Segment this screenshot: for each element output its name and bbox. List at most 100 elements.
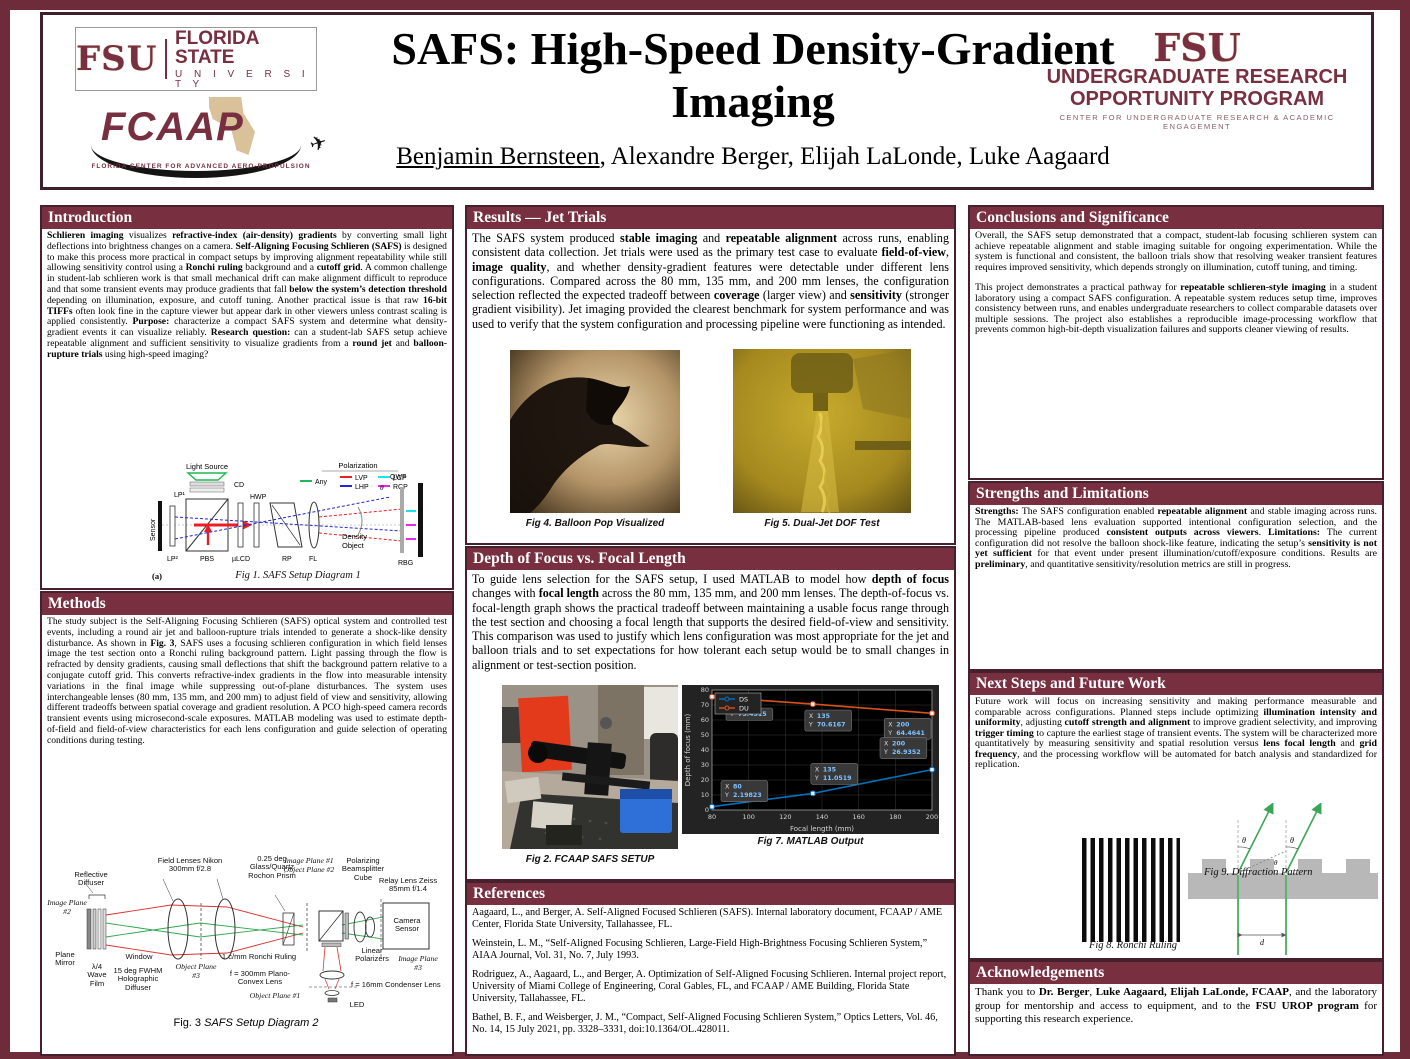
author-presenting: Benjamin Bernsteen bbox=[396, 143, 600, 170]
svg-text:θ: θ bbox=[380, 483, 384, 492]
figure-4: Fig 4. Balloon Pop Visualized bbox=[510, 350, 680, 530]
figure-1: Polarization Any LVP LCP LHP RCP Light S… bbox=[150, 459, 446, 581]
fig1-panel-letter: (a) bbox=[152, 571, 162, 581]
svg-text:40: 40 bbox=[701, 746, 709, 754]
section-depth-of-focus: Depth of Focus vs. Focal Length To guide… bbox=[465, 546, 956, 881]
svg-text:µLCD: µLCD bbox=[232, 556, 250, 563]
fig3-label-wave-film: λ/4 Wave Film bbox=[87, 962, 107, 988]
urop-line1: UNDERGRADUATE RESEARCH bbox=[1046, 66, 1348, 88]
figure-2: Fig 2. FCAAP SAFS SETUP bbox=[502, 685, 678, 867]
svg-text:Sensor: Sensor bbox=[150, 518, 157, 541]
svg-text:Depth of focus (mm): Depth of focus (mm) bbox=[684, 713, 692, 786]
svg-text:20: 20 bbox=[701, 776, 709, 784]
header: FSU FLORIDA STATE U N I V E R S I T Y FC… bbox=[40, 12, 1374, 190]
fig3-label-beamsplitter: Polarizing Beamsplitter Cube bbox=[341, 856, 385, 882]
dual-jet-image bbox=[733, 349, 911, 514]
svg-text:Y: Y bbox=[883, 749, 888, 756]
fig7-caption: Fig 7. MATLAB Output bbox=[757, 836, 864, 847]
section-title-strengths: Strengths and Limitations bbox=[970, 483, 1382, 505]
reference-item: Aagaard, L., and Berger, A. Self-Aligned… bbox=[472, 907, 943, 930]
svg-text:LP²: LP² bbox=[167, 556, 179, 563]
svg-text:Any: Any bbox=[315, 479, 328, 486]
fig1-caption: Fig 1. SAFS Setup Diagram 1 bbox=[235, 570, 361, 581]
fig3-label-linear-polarizers: Linear Polarizers bbox=[355, 946, 389, 964]
svg-text:70.6167: 70.6167 bbox=[817, 722, 846, 729]
svg-text:LP¹: LP¹ bbox=[174, 492, 186, 499]
fig3-label-ronchi: 1 c/mm Ronchi Ruling bbox=[221, 952, 297, 961]
svg-text:64.4641: 64.4641 bbox=[896, 730, 925, 737]
svg-text:50: 50 bbox=[701, 731, 709, 739]
svg-text:Density: Density bbox=[342, 532, 367, 541]
section-strengths-limitations: Strengths and Limitations Strengths: The… bbox=[968, 481, 1384, 671]
strengths-text: Strengths: The SAFS configuration enable… bbox=[975, 506, 1378, 570]
section-references: References Aagaard, L., and Berger, A. S… bbox=[465, 881, 956, 1056]
lab-setup-photo bbox=[502, 685, 678, 849]
fcaap-tagline: FLORIDA CENTER FOR ADVANCED AERO-PROPULS… bbox=[91, 163, 311, 170]
fig5-caption: Fig 5. Dual-Jet DOF Test bbox=[764, 518, 880, 529]
figure-5: Fig 5. Dual-Jet DOF Test bbox=[733, 349, 911, 531]
svg-text:X: X bbox=[815, 766, 820, 773]
svg-text:Y: Y bbox=[814, 775, 819, 782]
fig3-label-window: Window bbox=[125, 952, 153, 961]
svg-text:120: 120 bbox=[779, 813, 791, 821]
depth-of-focus-chart: 80 100 120 140 160 180 200 0 10 20 30 40 50 60 70 80 Foc… bbox=[682, 685, 939, 834]
fig3-label-image-plane-1: Image Plane #1 bbox=[284, 856, 334, 865]
svg-text:Y: Y bbox=[887, 730, 892, 737]
svg-text:75.4515: 75.4515 bbox=[738, 711, 767, 718]
svg-text:80: 80 bbox=[733, 784, 742, 791]
conclusions-paragraph-1: Overall, the SAFS setup demonstrated tha… bbox=[975, 230, 1377, 273]
section-conclusions: Conclusions and Significance Overall, th… bbox=[968, 205, 1384, 480]
section-title-results: Results — Jet Trials bbox=[467, 207, 954, 229]
fig3-label-image-plane-3: Image Plane #3 bbox=[398, 954, 438, 972]
fcaap-logo: FCAAP ✈ FLORIDA CENTER FOR ADVANCED AERO… bbox=[91, 97, 330, 179]
safs-diagram-1: Polarization Any LVP LCP LHP RCP Light S… bbox=[150, 461, 423, 567]
svg-text:70: 70 bbox=[701, 701, 709, 709]
section-introduction: Introduction Schlieren imaging visualize… bbox=[40, 205, 454, 590]
svg-text:11.0519: 11.0519 bbox=[823, 775, 852, 782]
svg-text:X: X bbox=[809, 713, 814, 720]
urop-line2: OPPORTUNITY PROGRAM bbox=[1069, 87, 1325, 110]
ronchi-ruling-image bbox=[1082, 838, 1180, 942]
balloon-pop-image bbox=[510, 350, 680, 513]
poster-title: SAFS: High-Speed Density-Gradient Imagin… bbox=[391, 23, 1115, 127]
section-results: Results — Jet Trials The SAFS system pro… bbox=[465, 205, 956, 545]
svg-text:200: 200 bbox=[892, 741, 906, 748]
fig2-caption: Fig 2. FCAAP SAFS SETUP bbox=[525, 854, 655, 865]
svg-text:Y: Y bbox=[729, 711, 734, 718]
introduction-text: Schlieren imaging visualizes refractive-… bbox=[47, 230, 448, 360]
fig3-label-object-plane-3: Object Plane #3 bbox=[175, 962, 217, 980]
svg-text:100: 100 bbox=[742, 813, 754, 821]
svg-text:Focal length (mm): Focal length (mm) bbox=[790, 825, 854, 833]
svg-text:HWP: HWP bbox=[250, 494, 267, 501]
fig3-label-field-lenses: Field Lenses Nikon 300mm f/2.8 bbox=[157, 856, 223, 874]
svg-text:RBG: RBG bbox=[398, 560, 413, 567]
fig4-caption: Fig 4. Balloon Pop Visualized bbox=[525, 518, 665, 529]
svg-text:LVP: LVP bbox=[355, 475, 368, 482]
fcaap-wordmark: FCAAP bbox=[101, 105, 244, 149]
svg-text:180: 180 bbox=[889, 813, 901, 821]
svg-text:Light Source: Light Source bbox=[186, 462, 228, 471]
figure-9: θ θ θ d Fig 9. Diffraction Pattern bbox=[1188, 803, 1378, 955]
section-title-references: References bbox=[467, 883, 954, 905]
urop-fsu-wordmark: FSU bbox=[1153, 25, 1241, 70]
section-next-steps: Next Steps and Future Work Future work w… bbox=[968, 671, 1384, 960]
svg-text:FL: FL bbox=[309, 556, 317, 563]
reference-item: Weinstein, L. M., “Self-Aligned Focusing… bbox=[472, 938, 928, 961]
svg-text:X: X bbox=[888, 721, 893, 728]
svg-text:135: 135 bbox=[817, 713, 830, 720]
svg-text:DS: DS bbox=[739, 695, 748, 703]
svg-text:d: d bbox=[1260, 938, 1265, 947]
svg-text:10: 10 bbox=[701, 791, 709, 799]
jet-icon: ✈ bbox=[307, 130, 331, 158]
fig3-label-rochon: 0.25 deg Glass/Quartz Rochon Prism bbox=[248, 854, 296, 880]
fcaap-swoosh bbox=[91, 145, 301, 178]
fig3-label-condenser: f = 16mm Condenser Lens bbox=[351, 980, 441, 989]
svg-text:θ: θ bbox=[1290, 836, 1294, 845]
svg-text:60: 60 bbox=[701, 716, 709, 724]
svg-text:QWF: QWF bbox=[390, 474, 406, 481]
svg-text:30: 30 bbox=[701, 761, 709, 769]
fsu-logo: FSU FLORIDA STATE U N I V E R S I T Y bbox=[75, 27, 317, 91]
svg-text:RP: RP bbox=[282, 556, 292, 563]
svg-text:θ: θ bbox=[1274, 859, 1278, 867]
